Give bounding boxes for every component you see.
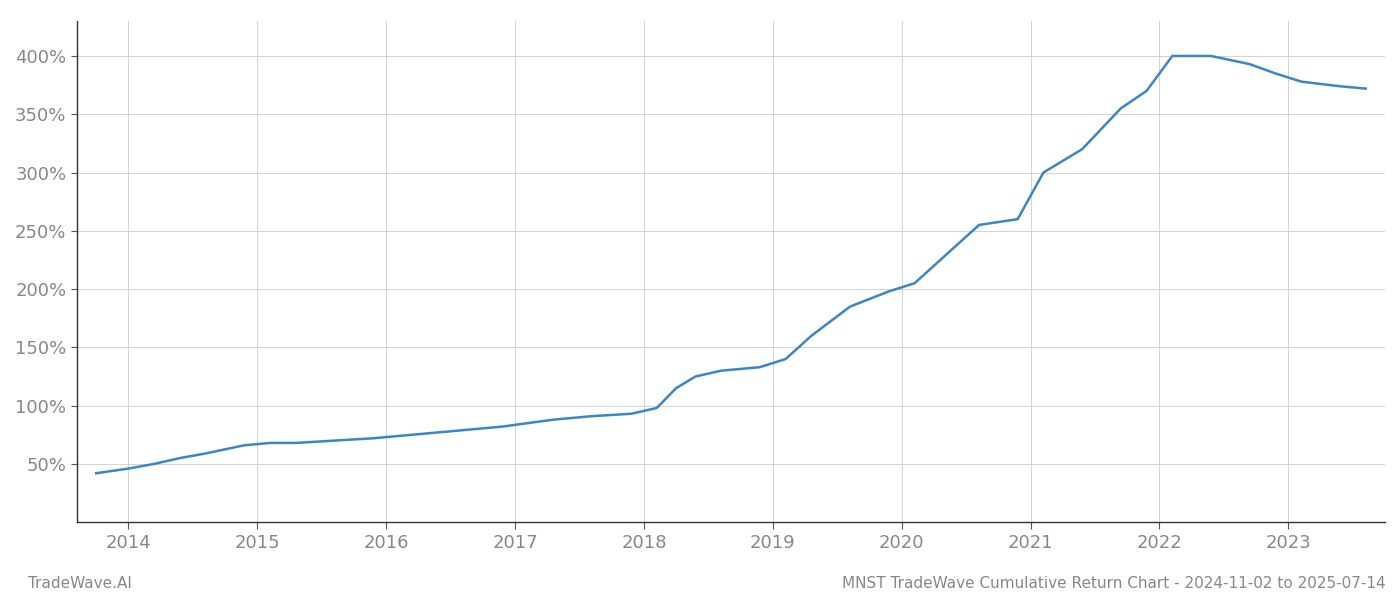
Text: MNST TradeWave Cumulative Return Chart - 2024-11-02 to 2025-07-14: MNST TradeWave Cumulative Return Chart -… — [843, 576, 1386, 591]
Text: TradeWave.AI: TradeWave.AI — [28, 576, 132, 591]
